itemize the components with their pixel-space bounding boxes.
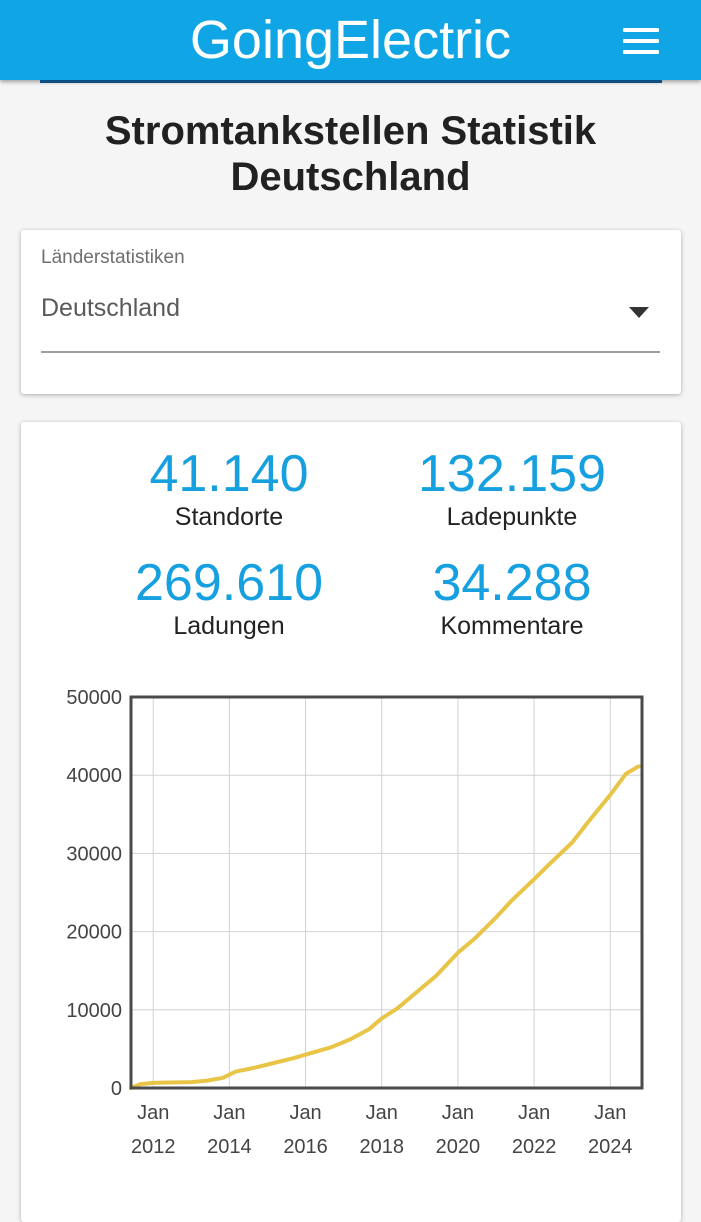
x-tick-label-year: 2014 [207,1136,252,1158]
y-tick-label: 10000 [66,1000,122,1022]
page-title-line1: Stromtankstellen Statistik [104,109,597,153]
stat-value: 34.288 [432,554,592,612]
stat-standorte: 41.140 Standorte [79,444,379,532]
x-tick-label-year: 2016 [283,1136,328,1158]
menu-bar-bottom [623,50,659,54]
y-tick-label: 50000 [66,687,122,709]
x-tick-label-year: 2024 [588,1136,633,1158]
y-tick-label: 40000 [66,765,122,787]
x-tick-label-month: Jan [213,1102,245,1124]
x-tick-label-month: Jan [594,1102,626,1124]
app-title[interactable]: GoingElectric [189,10,512,70]
app-bar: GoingElectric [0,0,701,80]
stat-label: Standorte [174,503,284,531]
stat-ladepunkte: 132.159 Ladepunkte [362,444,662,532]
country-select-underline [41,351,660,353]
menu-bar-top [623,28,659,32]
x-tick-label-year: 2020 [436,1136,481,1158]
x-tick-label-month: Jan [442,1102,474,1124]
hamburger-menu-icon[interactable] [623,28,659,54]
y-tick-label: 30000 [66,843,122,865]
stat-value: 269.610 [135,554,323,612]
menu-bar-middle [623,39,659,43]
stat-ladungen: 269.610 Ladungen [79,553,379,641]
y-tick-label: 0 [111,1078,122,1100]
y-tick-label: 20000 [66,922,122,944]
dropdown-arrow-icon[interactable] [629,307,649,318]
x-tick-label-month: Jan [289,1102,321,1124]
x-tick-label-year: 2018 [359,1136,404,1158]
x-tick-label-month: Jan [137,1102,169,1124]
header-underline [40,80,662,83]
x-tick-label-month: Jan [366,1102,398,1124]
page-title-line2: Deutschland [230,155,471,199]
country-select-value[interactable]: Deutschland [41,294,180,322]
country-select-card: Länderstatistiken Deutschland [21,230,681,394]
x-tick-label-month: Jan [518,1102,550,1124]
stat-label: Kommentare [440,612,584,640]
stat-kommentare: 34.288 Kommentare [362,553,662,641]
plot-frame [129,695,644,1090]
stat-value: 41.140 [149,445,309,503]
page-title: Stromtankstellen Statistik Deutschland [0,108,701,200]
stat-label: Ladepunkte [446,503,578,531]
x-tick-label-year: 2012 [131,1136,176,1158]
x-tick-label-year: 2022 [512,1136,557,1158]
stat-value: 132.159 [418,445,606,503]
series-line [129,764,641,1090]
stat-label: Ladungen [173,612,285,640]
country-select-label: Länderstatistiken [41,247,185,268]
